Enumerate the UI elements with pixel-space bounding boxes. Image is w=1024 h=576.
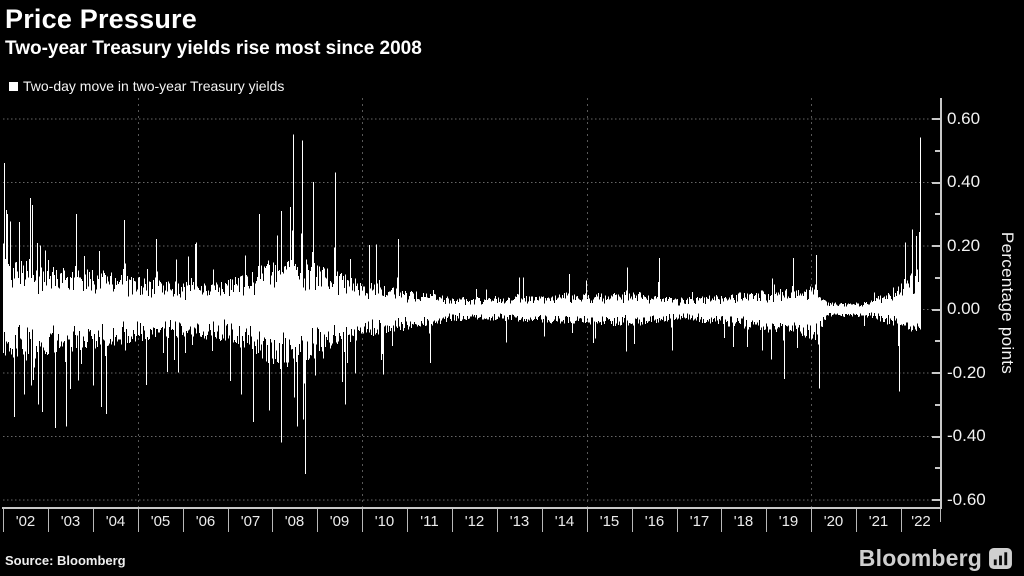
y-tick-label: 0.60: [947, 108, 981, 128]
bloomberg-logo: Bloomberg: [859, 545, 1012, 572]
x-axis-tick: [721, 509, 722, 532]
y-axis-major-tick: [932, 499, 940, 501]
x-axis-tick: [901, 509, 902, 532]
x-axis-tick: [228, 509, 229, 532]
x-axis-tick: [542, 509, 543, 532]
y-axis-minor-tick: [935, 213, 940, 216]
y-tick-label: 0.00: [947, 299, 981, 318]
y-tick-label: -0.20: [947, 362, 986, 382]
x-axis-tick: [811, 509, 812, 532]
bar-series-plot: [3, 98, 941, 509]
x-tick-label: '03: [60, 513, 81, 530]
x-axis-tick: [317, 509, 318, 532]
bloomberg-terminal-icon: [989, 548, 1012, 569]
y-axis-major-tick: [932, 245, 940, 247]
x-tick-label: '15: [599, 513, 620, 530]
y-axis-major-tick: [932, 435, 940, 438]
x-axis-tick: [362, 509, 363, 532]
y-axis-major-tick: [932, 181, 940, 184]
x-tick-label: '19: [778, 513, 799, 530]
x-axis-end-tick: [940, 509, 941, 522]
x-tick-label: '17: [689, 513, 710, 530]
y-tick-label: -0.40: [947, 426, 986, 445]
x-tick-label: '21: [868, 513, 889, 530]
x-axis-tick: [587, 509, 588, 532]
x-axis-tick: [766, 509, 767, 532]
y-axis-minor-tick: [935, 467, 940, 470]
x-axis: [2, 507, 942, 509]
x-tick-label: '13: [509, 513, 530, 530]
x-axis-tick: [3, 509, 4, 532]
x-axis-tick: [272, 509, 273, 532]
legend-label: Two-day move in two-year Treasury yields: [23, 78, 285, 94]
y-axis-minor-tick: [935, 149, 940, 152]
x-axis-tick: [138, 509, 139, 532]
x-tick-label: '04: [105, 513, 126, 530]
y-axis-minor-tick: [935, 340, 940, 343]
x-tick-label: '16: [644, 513, 665, 530]
x-tick-label: '07: [240, 513, 261, 530]
x-tick-label: '05: [150, 513, 171, 530]
y-axis-major-tick: [932, 372, 940, 374]
x-axis-tick: [48, 509, 49, 532]
x-axis-tick: [677, 509, 678, 532]
page-title: Price Pressure: [5, 4, 197, 34]
y-axis-major-tick: [932, 118, 940, 120]
x-tick-label: '09: [329, 513, 350, 530]
y-axis-minor-tick: [935, 403, 940, 406]
x-tick-label: '08: [284, 513, 305, 530]
bar-series: [3, 134, 921, 475]
y-tick-label: 0.40: [947, 172, 981, 191]
x-axis-tick: [497, 509, 498, 532]
y-axis: [940, 98, 942, 509]
x-tick-label: '06: [195, 513, 216, 530]
x-tick-label: '12: [464, 513, 485, 530]
x-axis-tick: [407, 509, 408, 532]
y-axis-title: Percentage points: [998, 231, 1017, 375]
chart-subtitle: Two-year Treasury yields rise most since…: [5, 38, 422, 59]
legend-marker-icon: [9, 81, 18, 91]
y-axis-major-tick: [932, 308, 940, 311]
x-axis-tick: [93, 509, 94, 532]
bloomberg-wordmark: Bloomberg: [858, 545, 982, 571]
x-tick-label: '14: [554, 513, 575, 530]
legend: Two-day move in two-year Treasury yields: [9, 78, 284, 94]
x-axis-tick: [856, 509, 857, 532]
y-tick-label: 0.20: [947, 235, 981, 255]
x-tick-label: '11: [420, 513, 439, 530]
x-tick-label: '10: [374, 513, 395, 530]
x-tick-label: '22: [911, 513, 931, 530]
x-tick-label: '18: [733, 513, 754, 530]
x-axis-tick: [452, 509, 453, 532]
y-tick-label: -0.60: [947, 489, 986, 509]
x-axis-tick: [632, 509, 633, 532]
x-tick-label: '20: [823, 513, 844, 530]
x-tick-label: '02: [15, 513, 36, 530]
x-axis-tick: [183, 509, 184, 532]
source-note: Source: Bloomberg: [5, 553, 126, 568]
y-axis-minor-tick: [935, 276, 940, 279]
